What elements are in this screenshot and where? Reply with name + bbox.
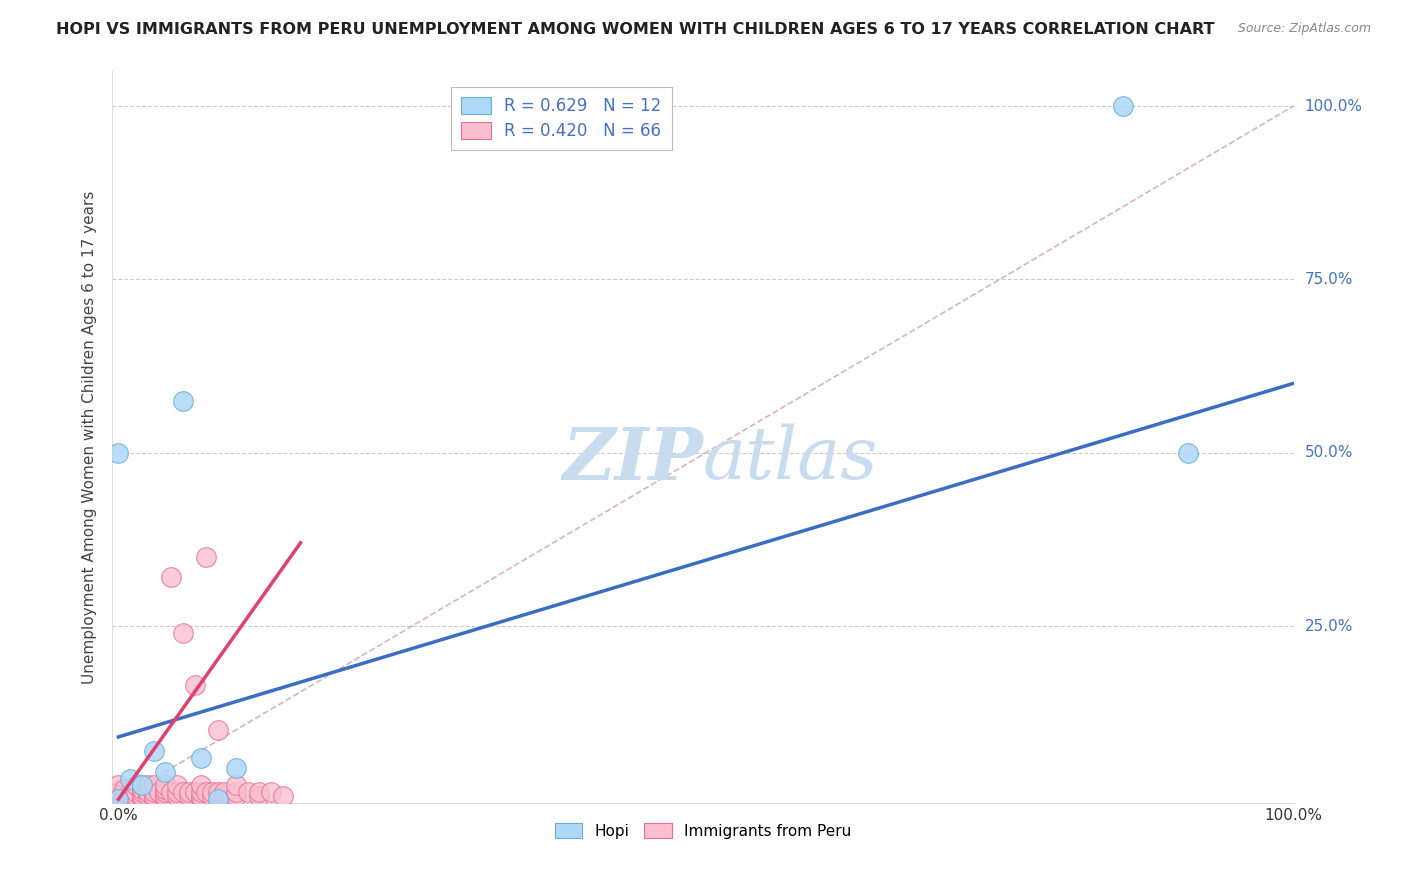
Point (212, 789, 235, 803)
Point (225, 785, 247, 799)
Y-axis label: Unemployment Among Women with Children Ages 6 to 17 years: Unemployment Among Women with Children A… (82, 190, 97, 684)
Point (271, 789, 294, 803)
Point (184, 785, 207, 799)
Point (107, 792, 129, 806)
Point (155, 792, 177, 806)
Point (107, 792, 129, 806)
Point (142, 779, 165, 793)
Point (247, 789, 270, 803)
Point (207, 792, 229, 806)
Point (120, 772, 142, 786)
Point (136, 779, 159, 793)
Text: 100.0%: 100.0% (1305, 98, 1362, 113)
Point (184, 678, 207, 692)
Point (131, 781, 153, 796)
Point (172, 393, 194, 408)
Point (120, 785, 142, 799)
Point (125, 792, 148, 806)
Point (155, 764, 177, 779)
Point (136, 785, 159, 799)
Text: ZIP: ZIP (562, 424, 703, 494)
Point (201, 785, 224, 799)
Point (225, 789, 247, 803)
Text: HOPI VS IMMIGRANTS FROM PERU UNEMPLOYMENT AMONG WOMEN WITH CHILDREN AGES 6 TO 17: HOPI VS IMMIGRANTS FROM PERU UNEMPLOYMEN… (56, 22, 1215, 37)
Point (207, 723, 229, 737)
Point (201, 789, 224, 803)
Point (236, 785, 259, 799)
Point (107, 789, 129, 803)
Point (131, 785, 153, 799)
Point (195, 549, 218, 564)
Point (190, 792, 212, 806)
Point (190, 789, 212, 803)
Point (212, 785, 235, 799)
Point (142, 789, 165, 803)
Point (155, 779, 177, 793)
Point (142, 792, 165, 806)
Legend: Hopi, Immigrants from Peru: Hopi, Immigrants from Peru (547, 815, 859, 847)
Point (131, 779, 153, 793)
Point (107, 785, 129, 799)
Point (125, 785, 148, 799)
Point (131, 789, 153, 803)
Point (247, 785, 270, 799)
Text: 75.0%: 75.0% (1305, 272, 1353, 287)
Point (120, 789, 142, 803)
Text: 50.0%: 50.0% (1305, 445, 1353, 460)
Point (142, 785, 165, 799)
Point (225, 779, 247, 793)
Point (112, 789, 135, 803)
Point (131, 779, 153, 793)
Point (160, 785, 183, 799)
Point (166, 789, 188, 803)
Point (155, 781, 177, 796)
Point (225, 761, 247, 775)
Point (112, 781, 135, 796)
Point (207, 785, 229, 799)
Point (112, 792, 135, 806)
Point (121, 789, 143, 803)
Point (155, 789, 177, 803)
Point (172, 626, 194, 640)
Point (190, 750, 212, 764)
Point (190, 785, 212, 799)
Point (107, 792, 129, 806)
Point (166, 785, 188, 799)
Point (125, 789, 148, 803)
Text: 25.0%: 25.0% (1305, 618, 1353, 633)
Point (1112, 99, 1135, 113)
Point (107, 445, 129, 459)
Point (155, 785, 177, 799)
Point (148, 785, 170, 799)
Point (190, 779, 212, 793)
Text: atlas: atlas (703, 424, 879, 494)
Point (112, 785, 135, 799)
Point (260, 785, 283, 799)
Text: Source: ZipAtlas.com: Source: ZipAtlas.com (1237, 22, 1371, 36)
Point (125, 779, 148, 793)
Point (120, 792, 142, 806)
Point (177, 785, 200, 799)
Point (1177, 445, 1199, 459)
Point (136, 789, 159, 803)
Point (142, 744, 165, 758)
Point (172, 785, 194, 799)
Point (177, 789, 200, 803)
Point (166, 779, 188, 793)
Point (131, 792, 153, 806)
Point (195, 785, 218, 799)
Point (107, 779, 129, 793)
Point (160, 570, 183, 584)
